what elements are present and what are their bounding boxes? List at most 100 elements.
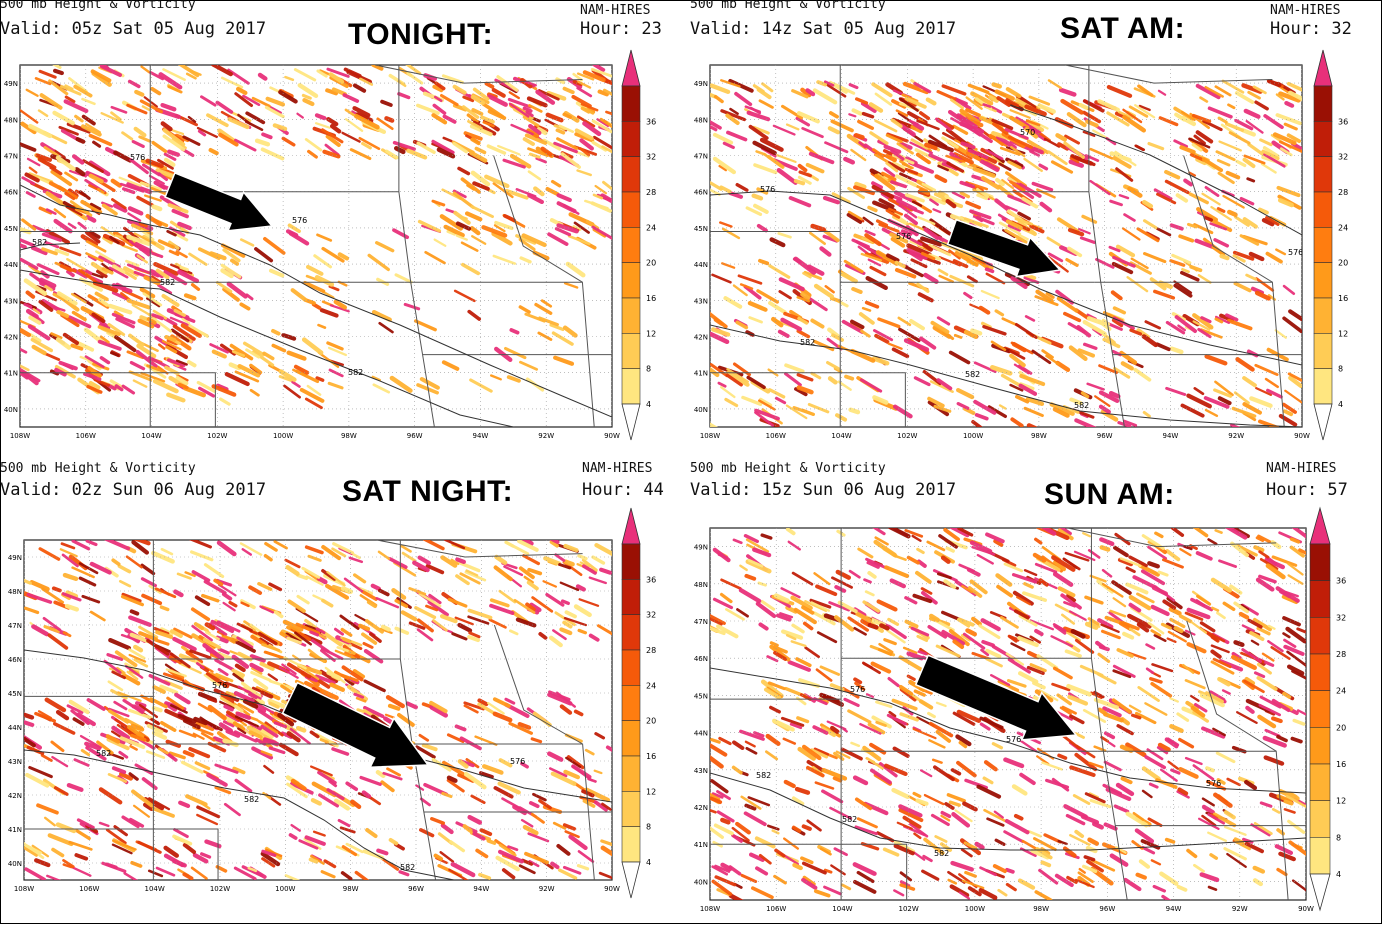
vorticity-streak	[1214, 380, 1234, 397]
vorticity-streak	[831, 576, 853, 589]
vorticity-streak	[249, 654, 266, 663]
vorticity-streak	[177, 269, 200, 284]
vorticity-streak	[721, 227, 741, 240]
vorticity-streak	[1057, 753, 1068, 760]
vorticity-streak	[297, 83, 319, 99]
vorticity-streak	[718, 164, 727, 172]
vorticity-streak	[828, 601, 851, 612]
vorticity-streak	[1216, 207, 1226, 213]
vorticity-streak	[37, 109, 49, 118]
contour-label: 576	[850, 685, 865, 694]
vorticity-streak	[20, 243, 27, 249]
vorticity-streak	[1155, 342, 1171, 352]
vorticity-streak	[84, 355, 105, 369]
vorticity-streak	[259, 605, 275, 614]
vorticity-streak	[273, 540, 288, 550]
vorticity-streak	[80, 234, 99, 247]
vorticity-streak	[1230, 654, 1257, 670]
vorticity-streak	[1224, 122, 1244, 132]
vorticity-streak	[932, 325, 952, 339]
vorticity-streak	[804, 646, 820, 659]
vorticity-streak	[235, 711, 252, 720]
vorticity-streak	[898, 204, 918, 219]
vorticity-streak	[331, 747, 350, 756]
vorticity-streak	[489, 598, 510, 608]
vorticity-streak	[1278, 851, 1296, 862]
vorticity-streak	[559, 627, 573, 636]
vorticity-streak	[1169, 259, 1186, 267]
vorticity-streak	[34, 711, 56, 723]
vorticity-streak	[215, 383, 229, 392]
vorticity-streak	[51, 847, 65, 858]
vorticity-streak	[1003, 562, 1024, 573]
vorticity-streak	[543, 556, 562, 566]
vorticity-streak	[291, 380, 301, 388]
vorticity-streak	[927, 396, 945, 408]
vorticity-streak	[61, 592, 82, 602]
vorticity-streak	[1247, 142, 1266, 157]
vorticity-streak	[1261, 652, 1275, 662]
vorticity-streak	[487, 701, 505, 715]
vorticity-streak	[955, 734, 972, 747]
vorticity-streak	[23, 302, 33, 309]
vorticity-streak	[1108, 741, 1116, 748]
vorticity-streak	[1258, 207, 1269, 215]
vorticity-streak	[710, 366, 720, 378]
vorticity-streak	[841, 319, 865, 334]
vorticity-streak	[486, 144, 507, 155]
vorticity-streak	[1256, 626, 1271, 636]
vorticity-streak	[68, 699, 90, 715]
vorticity-streak	[467, 309, 481, 321]
vorticity-streak	[220, 76, 244, 89]
vorticity-streak	[1287, 562, 1304, 576]
vorticity-streak	[1082, 708, 1107, 723]
vorticity-streak	[316, 576, 328, 585]
vorticity-streak	[31, 848, 45, 860]
vorticity-streak	[281, 333, 297, 341]
vorticity-streak	[555, 77, 566, 85]
vorticity-streak	[231, 668, 245, 678]
vorticity-streak	[985, 648, 1002, 659]
vorticity-streak	[1141, 766, 1161, 782]
vorticity-streak	[559, 704, 573, 715]
vorticity-streak	[283, 384, 301, 399]
model-name: NAM-HIRES	[580, 3, 651, 18]
vorticity-streak	[345, 781, 359, 792]
vorticity-streak	[1271, 807, 1281, 814]
vorticity-streak	[375, 241, 395, 253]
vorticity-streak	[1260, 162, 1277, 174]
vorticity-streak	[710, 331, 730, 345]
vorticity-streak	[792, 257, 802, 264]
vorticity-streak	[82, 159, 104, 173]
vorticity-streak	[66, 782, 84, 792]
vorticity-streak	[133, 540, 151, 546]
vorticity-streak	[710, 617, 723, 626]
vorticity-streak	[467, 608, 493, 620]
vorticity-streak	[1078, 103, 1089, 110]
vorticity-streak	[49, 165, 63, 176]
vorticity-streak	[1087, 617, 1100, 626]
vorticity-streak	[1005, 652, 1025, 666]
vorticity-streak	[1092, 129, 1110, 140]
vorticity-streak	[941, 629, 966, 646]
vorticity-streak	[777, 232, 792, 239]
vorticity-streak	[59, 548, 78, 558]
vorticity-streak	[86, 698, 106, 711]
vorticity-streak	[821, 789, 844, 804]
vorticity-streak	[1136, 592, 1155, 604]
vorticity-streak	[1161, 894, 1172, 900]
vorticity-streak	[107, 322, 126, 337]
vorticity-streak	[259, 661, 275, 671]
vorticity-streak	[371, 65, 384, 71]
vorticity-streak	[862, 216, 874, 226]
vorticity-streak	[492, 182, 514, 199]
vorticity-streak	[52, 65, 62, 70]
vorticity-streak	[527, 193, 545, 205]
contour-label: 576	[1288, 248, 1303, 257]
vorticity-streak	[246, 725, 270, 738]
vorticity-streak	[992, 122, 1009, 135]
vorticity-streak	[574, 132, 595, 143]
vorticity-streak	[463, 701, 485, 711]
vorticity-streak	[352, 83, 367, 93]
